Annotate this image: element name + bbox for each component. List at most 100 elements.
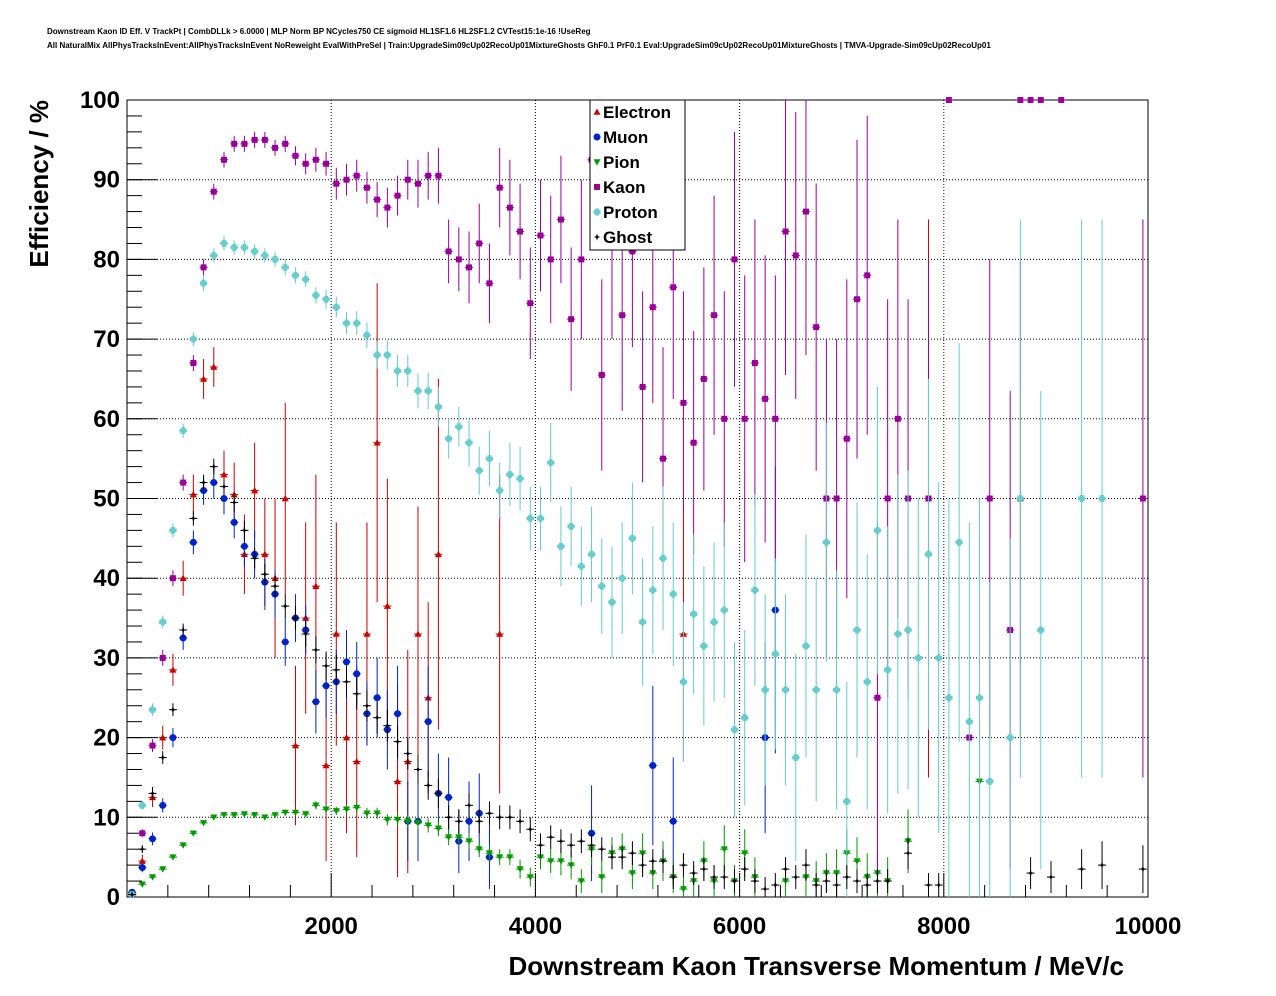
proton-marker [914,654,922,662]
pion-marker [240,811,248,818]
electron-marker [220,471,228,478]
kaon-marker [292,152,299,159]
kaon-point [209,183,218,200]
muon-marker [210,479,218,487]
proton-marker [945,694,953,702]
legend: Electron Muon Pion Kaon Proton Ghost [589,99,686,251]
kaon-marker [1139,495,1146,502]
proton-point [750,494,759,686]
kaon-marker [557,216,564,223]
pion-marker [404,818,412,825]
kaon-marker [864,272,871,279]
proton-marker [690,610,698,618]
ghost-point [924,873,933,897]
pion-point [322,805,331,814]
proton-point [403,355,412,387]
kaon-point [750,219,759,507]
kaon-marker [312,156,319,163]
muon-marker [312,698,320,706]
ghost-point [801,849,810,882]
pion-marker [475,846,483,853]
kaon-point [689,331,698,555]
kaon-marker [272,144,279,151]
ghost-marker-arm [363,704,371,707]
ghost-marker-arm [782,868,790,871]
proton-marker [986,777,994,785]
proton-point [567,486,576,567]
proton-point [699,566,708,726]
kaon-marker [782,228,789,235]
y-tick-label: 90 [93,167,120,194]
proton-marker [159,618,167,626]
proton-point [1006,538,1015,897]
pion-marker [200,820,208,827]
ghost-point [199,474,208,491]
proton-point [291,267,300,284]
y-tick-label: 60 [93,406,120,433]
kaon-marker [415,180,421,187]
ghost-point [128,891,137,899]
ghost-marker-arm [884,880,892,883]
proton-marker [669,590,677,598]
ghost-marker-arm [537,844,545,847]
proton-point [679,602,688,762]
proton-marker [833,686,841,694]
proton-point [1016,219,1025,778]
pion-marker [547,858,555,865]
proton-marker [322,295,330,303]
ghost-point [648,849,657,874]
proton-marker [843,797,851,805]
kaon-marker [323,160,330,167]
kaon-marker [435,172,442,179]
pion-marker [332,808,340,815]
pion-marker [383,816,391,824]
proton-point [240,240,249,255]
ghost-point [362,689,371,722]
proton-marker [863,678,871,686]
kaon-point [138,829,147,838]
ghost-marker-arm [516,820,524,823]
kaon-marker [445,248,452,255]
ghost-marker-arm [332,668,340,671]
kaon-marker [986,495,993,502]
muon-marker [138,864,146,872]
legend-marker-kaon [594,184,600,190]
pion-point [199,820,208,827]
muon-point [648,685,657,846]
y-tick-label: 80 [93,246,120,273]
kaon-marker [660,455,666,462]
ghost-point [516,809,525,834]
ghost-point [240,520,249,540]
ghost-point [771,873,780,897]
kaon-marker [353,172,360,179]
kaon-marker [261,136,268,143]
proton-marker [567,522,575,530]
proton-point [628,482,637,595]
ghost-point [301,621,310,647]
ghost-marker-arm [588,844,596,847]
kaon-point [720,291,729,547]
electron-point [168,653,177,686]
kaon-marker [241,140,248,147]
pion-marker [373,810,381,817]
ghost-marker-arm [751,880,759,883]
kaon-marker [425,172,432,179]
proton-marker [955,538,963,546]
proton-point [424,372,433,410]
ghost-point [322,651,331,681]
ghost-point [679,853,688,878]
kaon-marker [374,196,381,203]
kaon-marker [394,192,401,199]
pion-marker [353,804,361,812]
ghost-point [740,857,749,882]
electron-marker [251,487,259,494]
muon-marker [159,801,167,809]
kaon-marker [792,252,799,259]
proton-marker [976,694,984,702]
proton-marker [700,642,708,650]
ghost-point [352,677,361,710]
electron-marker [179,574,187,581]
ghost-point [556,829,565,854]
kaon-marker [762,395,769,402]
pion-point [475,841,484,858]
